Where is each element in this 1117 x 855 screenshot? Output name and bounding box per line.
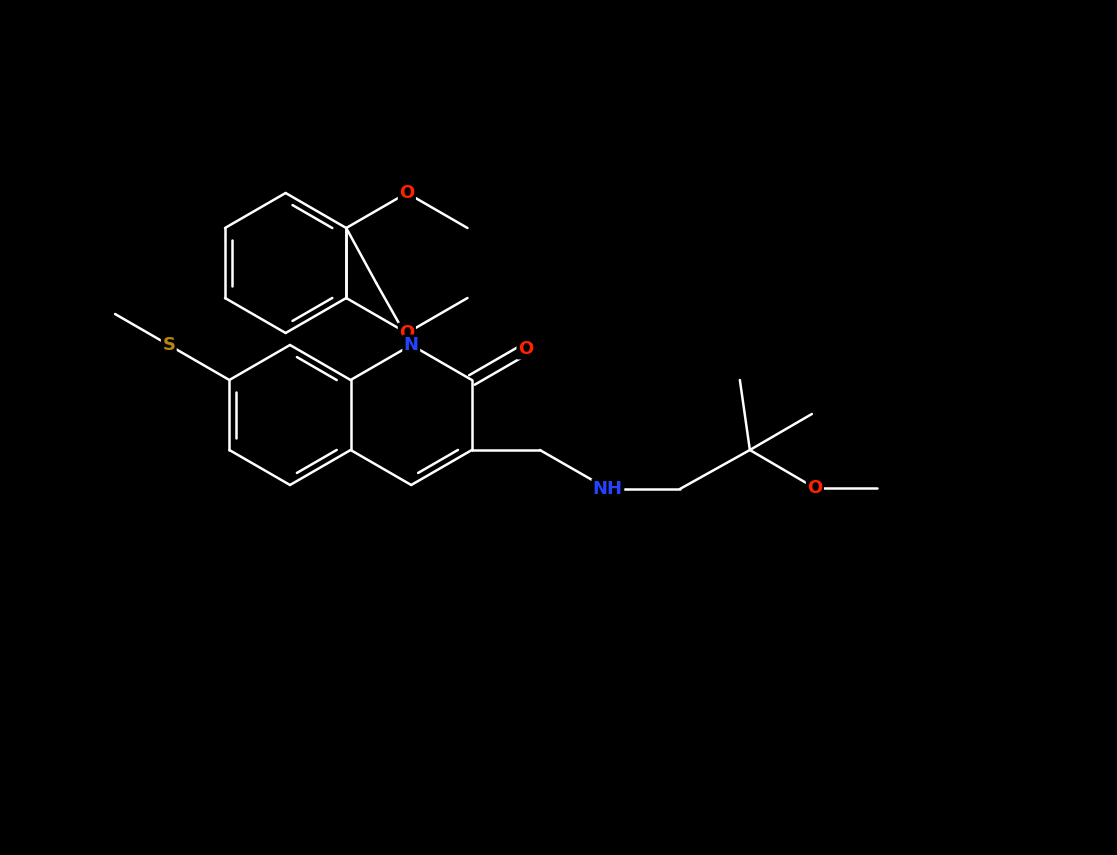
Text: O: O [399, 324, 414, 342]
Text: O: O [518, 340, 533, 358]
Text: NH: NH [593, 480, 623, 498]
Text: N: N [403, 336, 419, 354]
Text: O: O [808, 479, 822, 497]
Text: O: O [399, 184, 414, 202]
Text: S: S [162, 336, 175, 354]
